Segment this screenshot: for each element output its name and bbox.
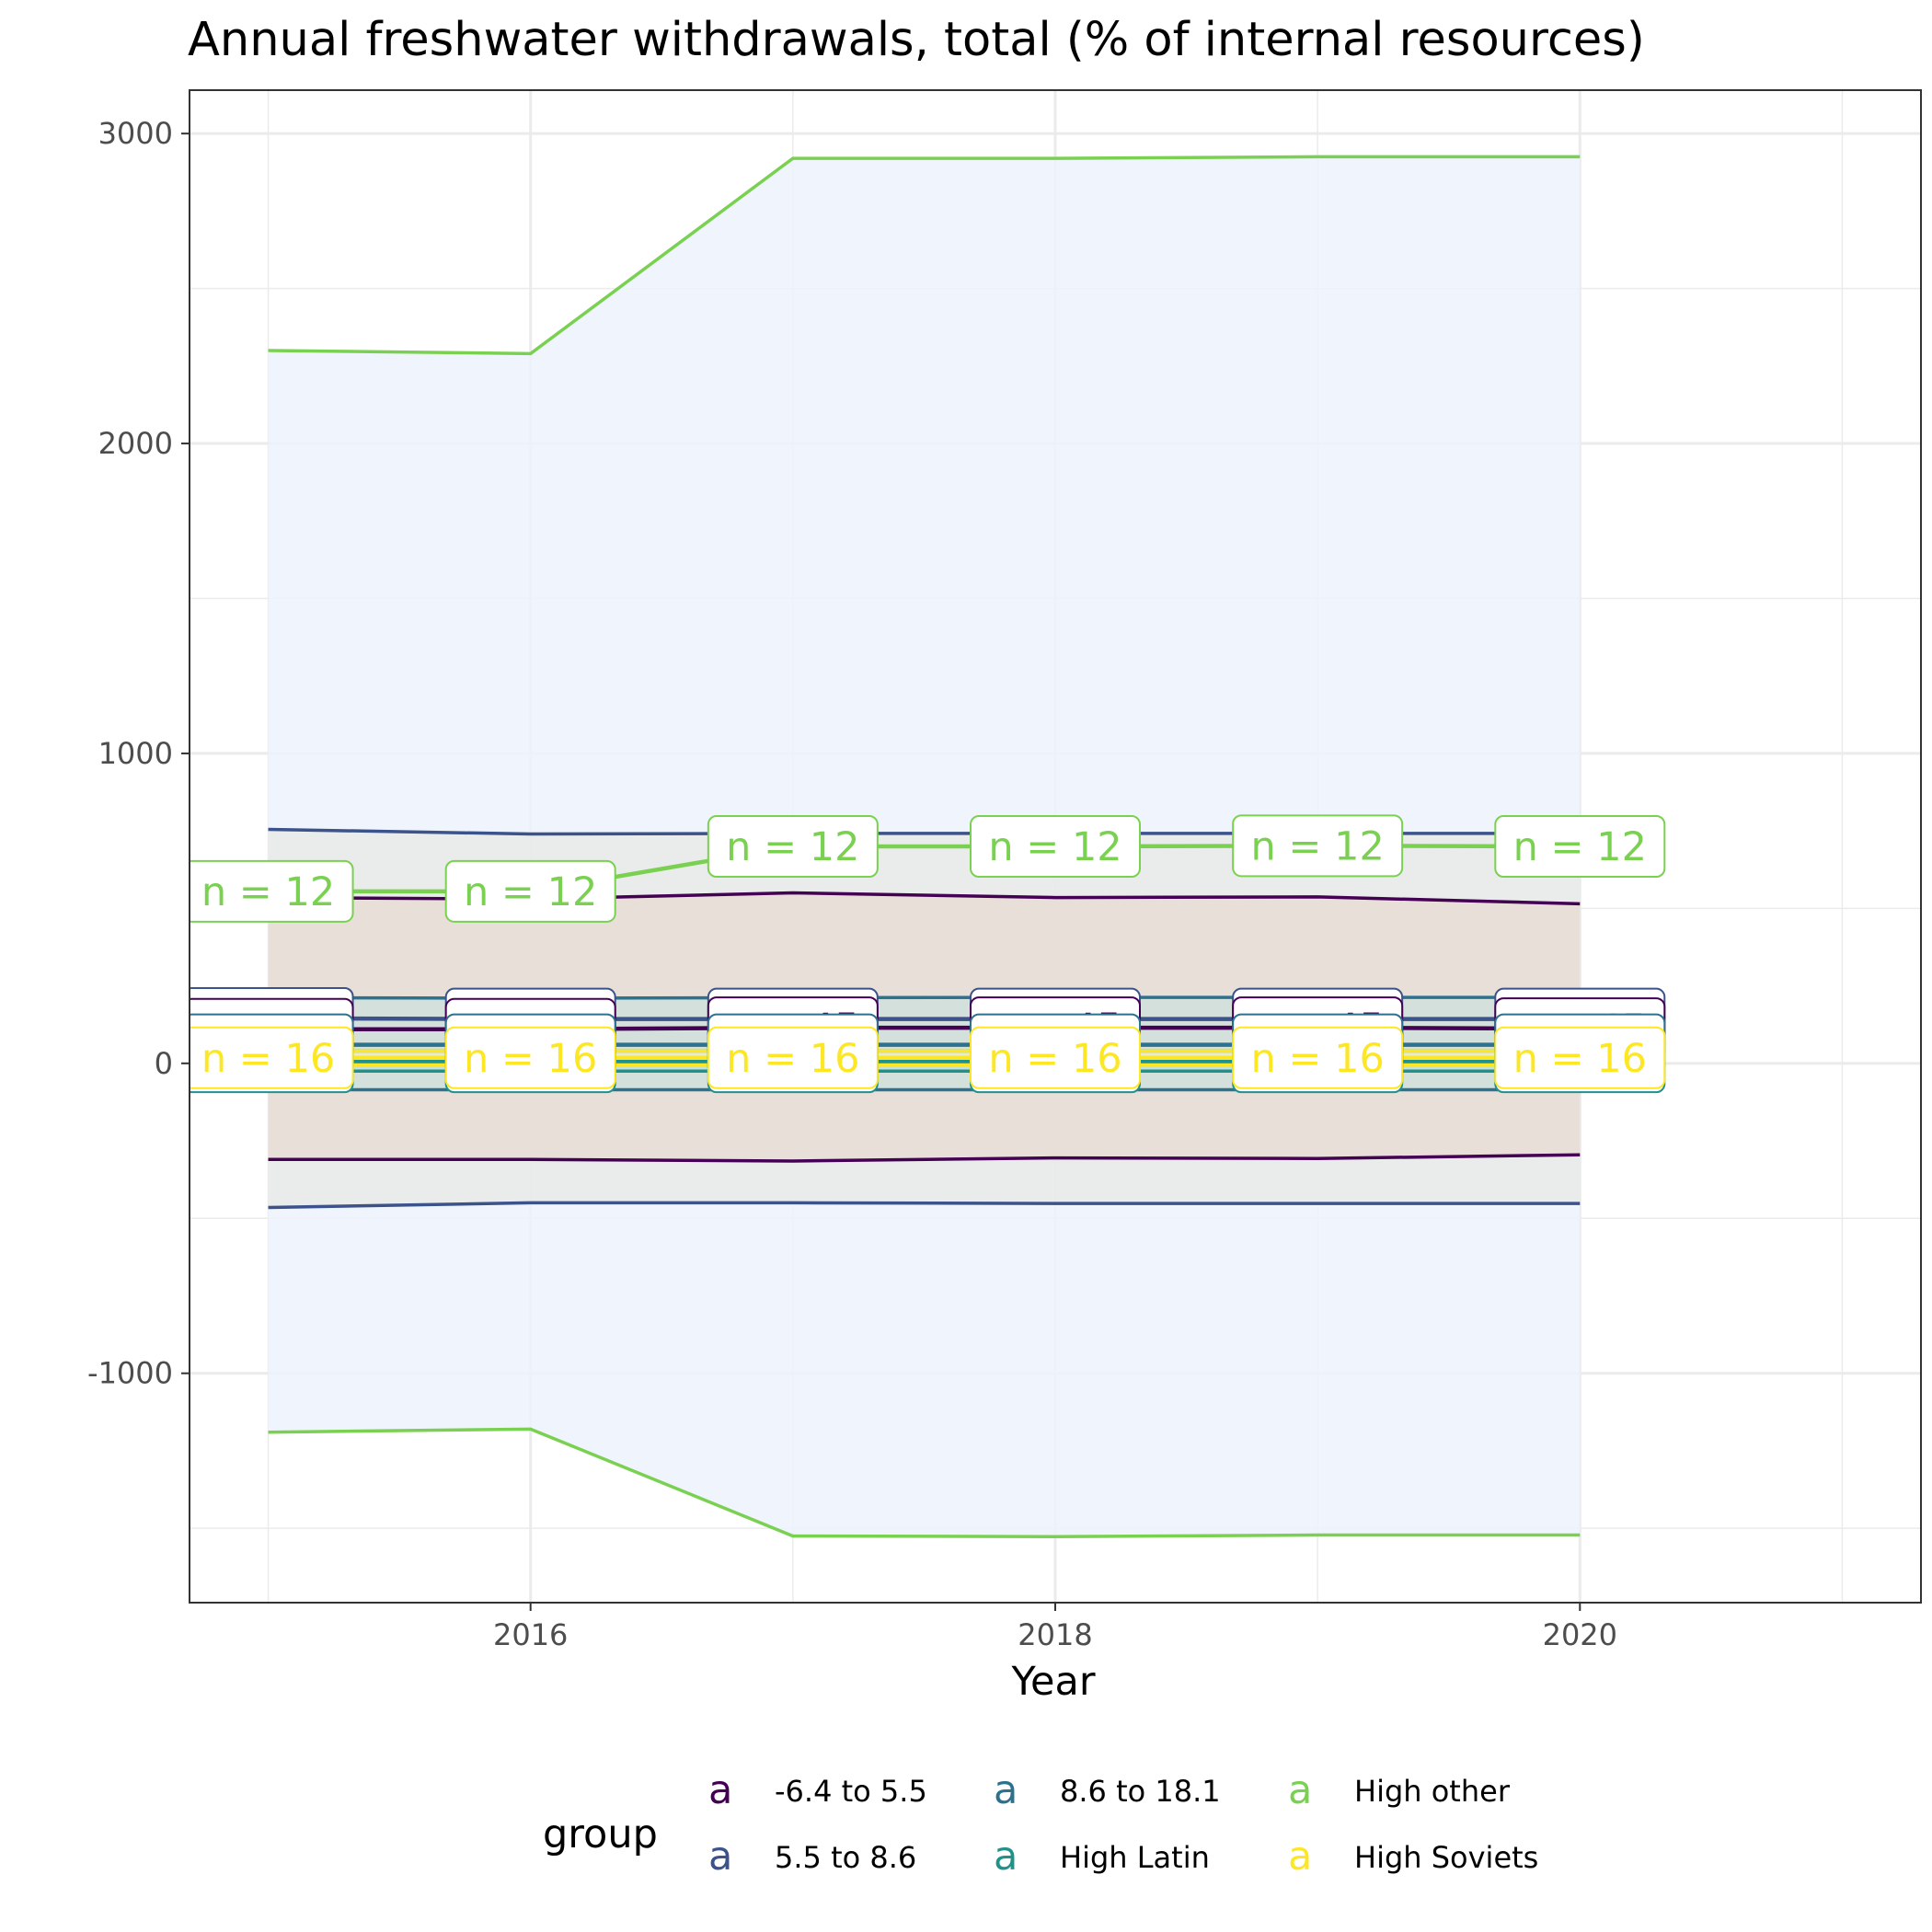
y-axis: -1000 0 1000 2000 3000: [87, 116, 190, 1391]
svg-text:n = 16: n = 16: [1250, 1036, 1384, 1082]
n-label: n = 12: [1232, 814, 1404, 878]
legend-key: a: [1288, 1834, 1312, 1880]
svg-text:n = 12: n = 12: [1250, 823, 1384, 869]
legend-key: a: [994, 1767, 1018, 1813]
svg-text:n = 16: n = 16: [464, 1036, 597, 1082]
y-tick-label: 1000: [98, 736, 173, 771]
svg-text:n = 16: n = 16: [201, 1036, 335, 1082]
series-1-lower-line: [268, 1201, 1581, 1210]
legend-key: a: [708, 1767, 732, 1813]
legend-item: a High Soviets: [1288, 1834, 1538, 1880]
legend-item: a 5.5 to 8.6: [708, 1834, 916, 1880]
n-label: n = 12: [1494, 815, 1666, 878]
svg-text:n = 12: n = 12: [464, 869, 597, 915]
n-label: n = 16: [970, 1026, 1141, 1089]
n-label: n = 12: [970, 815, 1141, 878]
series-4-upper-line: [268, 155, 1581, 356]
x-axis: 2016 2018 2020: [493, 1603, 1617, 1652]
svg-text:n = 12: n = 12: [726, 824, 859, 870]
legend-label: 5.5 to 8.6: [775, 1840, 916, 1875]
legend: group a -6.4 to 5.5 a 5.5 to 8.6 a 8.6 to 18.…: [543, 1767, 1538, 1880]
n-label: n = 12: [190, 859, 354, 923]
svg-text:n = 16: n = 16: [988, 1036, 1121, 1082]
y-tick-label: 0: [155, 1046, 173, 1081]
x-tick-label: 2016: [493, 1617, 568, 1652]
n-label: n = 12: [707, 815, 879, 878]
legend-label: High Latin: [1060, 1840, 1210, 1875]
legend-key: a: [994, 1834, 1018, 1880]
chart-title: Annual freshwater withdrawals, total (% …: [188, 13, 1645, 67]
n-label: n = 16: [1232, 1026, 1404, 1089]
n-label: n = 16: [1494, 1026, 1666, 1089]
legend-item: a -6.4 to 5.5: [708, 1767, 927, 1813]
legend-title: group: [543, 1811, 658, 1857]
legend-label: High Soviets: [1354, 1840, 1538, 1875]
legend-item: a High Latin: [994, 1834, 1210, 1880]
n-label: n = 16: [444, 1026, 616, 1089]
series-0-lower-line: [268, 1153, 1581, 1163]
legend-item: a High other: [1288, 1767, 1511, 1813]
series-4-lower-line: [268, 1427, 1581, 1538]
y-tick-label: -1000: [87, 1356, 173, 1391]
x-axis-title: Year: [1010, 1659, 1095, 1705]
x-tick-label: 2020: [1543, 1617, 1617, 1652]
y-tick-label: 2000: [98, 426, 173, 461]
svg-text:n = 12: n = 12: [1513, 824, 1647, 870]
legend-item: a 8.6 to 18.1: [994, 1767, 1221, 1813]
legend-key: a: [1288, 1767, 1312, 1813]
y-tick-label: 3000: [98, 116, 173, 151]
legend-key: a: [708, 1834, 732, 1880]
svg-text:n = 12: n = 12: [201, 869, 335, 915]
legend-label: -6.4 to 5.5: [775, 1774, 927, 1809]
legend-label: 8.6 to 18.1: [1060, 1774, 1221, 1809]
n-label: n = 12: [444, 859, 616, 923]
svg-text:n = 12: n = 12: [988, 824, 1121, 870]
n-labels: n = 45n = 45n = 45n = 45n = 45n = 45n = …: [190, 814, 1666, 1094]
n-label: n = 16: [190, 1026, 354, 1089]
n-label: n = 16: [707, 1026, 879, 1089]
svg-text:n = 16: n = 16: [726, 1036, 859, 1082]
svg-text:n = 16: n = 16: [1513, 1036, 1647, 1082]
legend-label: High other: [1354, 1774, 1511, 1809]
x-tick-label: 2018: [1018, 1617, 1092, 1652]
